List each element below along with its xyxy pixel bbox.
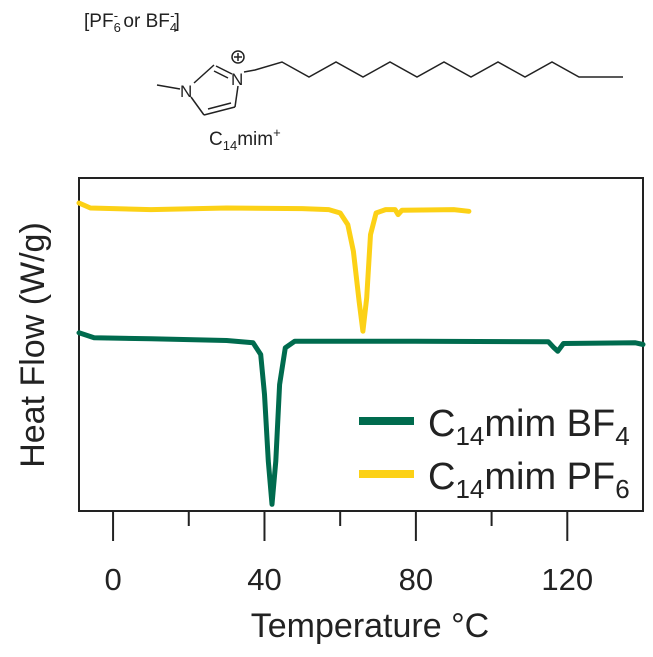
imidazolium-ring bbox=[156, 50, 623, 116]
x-tick-label: 80 bbox=[399, 562, 433, 597]
atom-n3: N bbox=[231, 70, 243, 89]
series-line-bf4 bbox=[76, 330, 646, 507]
dsc-chart: 0 40 80 120 Temperature °C Heat Flow (W/g) … bbox=[14, 177, 646, 645]
legend-label-bf4: C14mim BF4 bbox=[428, 403, 630, 451]
legend: C14mim BF4 C14mim PF6 bbox=[359, 403, 630, 504]
x-tick-label: 120 bbox=[541, 562, 593, 597]
chemical-structure: [PF6- or BF4-] N N C14mim+ bbox=[84, 8, 623, 153]
x-tick-label: 0 bbox=[104, 562, 121, 597]
series-line-pf6 bbox=[76, 200, 472, 334]
legend-label-pf6: C14mim PF6 bbox=[428, 456, 630, 504]
anion-label: [PF6- or BF4-] bbox=[84, 8, 180, 35]
x-tick-label: 40 bbox=[247, 562, 281, 597]
y-axis-label: Heat Flow (W/g) bbox=[14, 222, 52, 468]
atom-n1: N bbox=[180, 82, 192, 101]
cation-label: C14mim+ bbox=[209, 125, 281, 153]
x-axis-label: Temperature °C bbox=[251, 607, 489, 645]
